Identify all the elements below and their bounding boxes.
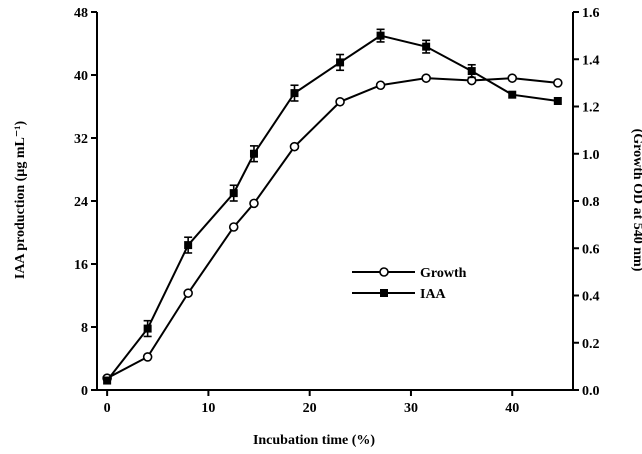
- right-axis-ticks: 0.0 0.2 0.4 0.6 0.8 1.0 1.2 1.4 1.6: [573, 6, 600, 399]
- series-iaa: [103, 28, 562, 385]
- x-tick-label: 40: [505, 401, 519, 416]
- x-tick-label: 10: [201, 401, 215, 416]
- data-point-iaa: [290, 89, 299, 98]
- right-tick-label: 1.6: [582, 6, 600, 21]
- data-point-growth: [553, 78, 563, 88]
- x-tick-label: 20: [303, 401, 317, 416]
- left-tick-label: 8: [81, 321, 88, 336]
- data-point-growth: [289, 141, 300, 152]
- data-point-growth: [228, 222, 239, 232]
- legend: Growth IAA: [352, 266, 467, 302]
- x-tick-label: 0: [104, 401, 111, 416]
- right-tick-label: 1.0: [582, 148, 600, 163]
- data-point-iaa: [376, 31, 385, 40]
- left-tick-label: 16: [74, 258, 88, 273]
- left-tick-label: 24: [74, 195, 88, 210]
- left-tick-label: 48: [74, 6, 88, 21]
- data-point-iaa: [508, 90, 517, 99]
- series-line-iaa: [106, 34, 558, 382]
- right-tick-label: 0.8: [582, 195, 600, 210]
- legend-marker: [380, 289, 388, 297]
- data-point-iaa: [249, 149, 258, 158]
- data-point-iaa: [143, 324, 152, 333]
- data-point-iaa: [553, 96, 562, 105]
- legend-marker: [379, 267, 389, 277]
- left-tick-label: 0: [81, 384, 88, 399]
- data-point-growth: [249, 198, 259, 209]
- right-tick-label: 1.4: [582, 53, 600, 68]
- legend-label: Growth: [420, 266, 467, 281]
- data-point-growth: [142, 352, 153, 362]
- left-tick-label: 40: [74, 69, 88, 84]
- left-y-axis-label: IAA production (µg mL⁻¹): [13, 121, 28, 280]
- series-layer: [102, 28, 563, 385]
- data-point-iaa: [184, 241, 193, 250]
- data-point-iaa: [103, 376, 112, 385]
- data-point-growth: [375, 80, 386, 91]
- plot-frame: [96, 12, 574, 391]
- series-growth: [102, 73, 563, 383]
- legend-item-growth: Growth: [352, 266, 467, 281]
- data-point-growth: [507, 73, 518, 83]
- legend-label: IAA: [420, 287, 447, 302]
- data-point-growth: [335, 96, 345, 107]
- right-tick-label: 0.2: [582, 337, 600, 352]
- data-point-growth: [421, 73, 431, 83]
- right-tick-label: 0.0: [582, 384, 600, 399]
- x-axis-label: Incubation time (%): [253, 433, 375, 448]
- left-tick-label: 32: [74, 132, 88, 147]
- data-point-iaa: [229, 189, 238, 198]
- x-axis-ticks: 0 10 20 30 40: [104, 390, 519, 416]
- right-tick-label: 1.2: [582, 101, 600, 116]
- series-line-growth: [106, 77, 558, 380]
- right-tick-label: 0.6: [582, 242, 600, 257]
- legend-item-iaa: IAA: [352, 287, 447, 302]
- data-point-iaa: [336, 58, 345, 67]
- data-point-growth: [183, 288, 193, 298]
- left-axis-ticks: 0 8 16 24 32 40 48: [74, 6, 97, 399]
- right-tick-label: 0.4: [582, 290, 600, 305]
- right-y-axis-label: (Growth OD at 540 nm): [630, 129, 642, 272]
- data-point-iaa: [422, 42, 431, 51]
- x-tick-label: 30: [404, 401, 418, 416]
- data-point-iaa: [467, 67, 476, 76]
